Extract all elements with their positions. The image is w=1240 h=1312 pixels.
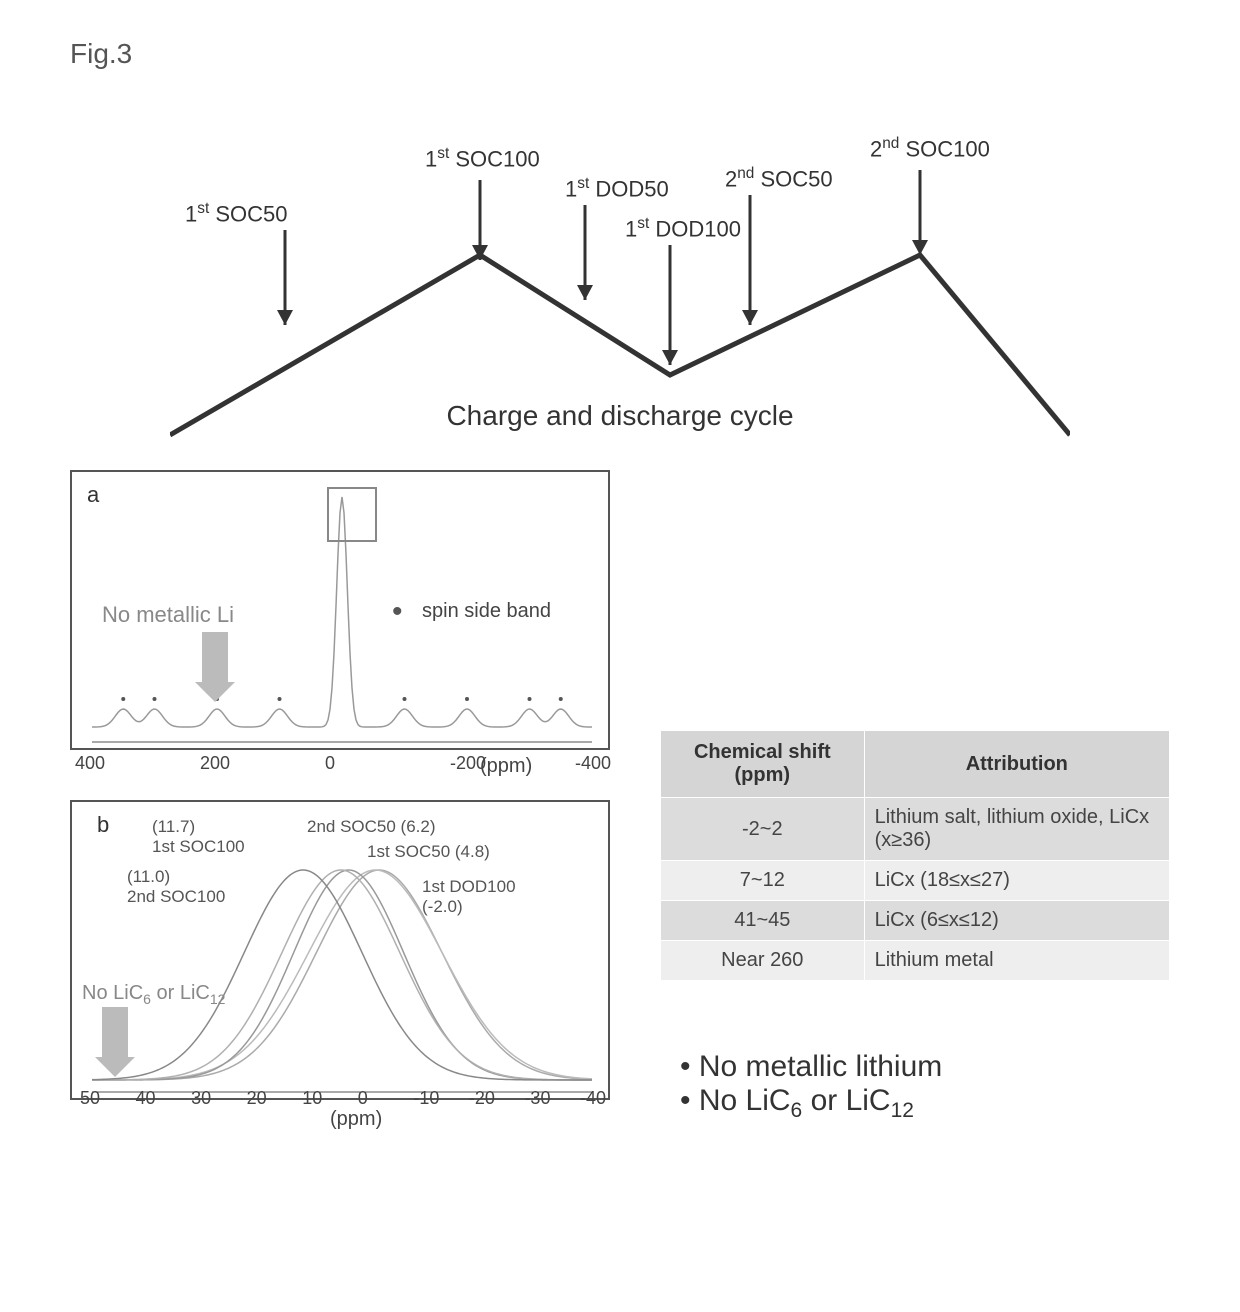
cell-shift: 7~12 bbox=[661, 861, 865, 901]
chart-a-tick: 200 bbox=[200, 753, 230, 774]
table-row: -2~2Lithium salt, lithium oxide, LiCx (x… bbox=[661, 798, 1170, 861]
table-header-shift: Chemical shift (ppm) bbox=[661, 731, 865, 798]
chart-b-tick: 50 bbox=[80, 1088, 100, 1109]
chart-b-tick: -40 bbox=[580, 1088, 606, 1109]
cell-shift: -2~2 bbox=[661, 798, 865, 861]
cycle-label-soc100_2: 2nd SOC100 bbox=[870, 135, 990, 162]
table-row: Near 260Lithium metal bbox=[661, 941, 1170, 981]
spin-dot-icon: • bbox=[392, 607, 403, 617]
chart-b-annot-a5: 1st DOD100(-2.0) bbox=[422, 877, 516, 917]
chemical-shift-table: Chemical shift (ppm) Attribution -2~2Lit… bbox=[660, 730, 1170, 981]
bullet-item: No metallic lithium bbox=[680, 1050, 942, 1084]
cycle-label-dod100_1: 1st DOD100 bbox=[625, 215, 741, 242]
cell-shift: 41~45 bbox=[661, 901, 865, 941]
summary-bullets: No metallic lithium No LiC6 or LiC12 bbox=[680, 1050, 942, 1123]
chart-panel-a: a No metallic Li • spin side band bbox=[70, 470, 610, 750]
cycle-label-dod50_1: 1st DOD50 bbox=[565, 175, 669, 202]
chart-b-annot-a3: (11.0)2nd SOC100 bbox=[127, 867, 225, 907]
grey-arrow-icon bbox=[102, 1007, 135, 1077]
spin-side-band-label: spin side band bbox=[422, 600, 551, 623]
charts-column: a No metallic Li • spin side band 400 200… bbox=[70, 470, 630, 1100]
chart-panel-b: b (11.7)1st SOC100 2nd SOC50 (6.2) (11.0)2… bbox=[70, 800, 610, 1100]
table-header-attrib: Attribution bbox=[864, 731, 1169, 798]
chart-b-tick: -20 bbox=[469, 1088, 495, 1109]
chart-b-annot-a1: (11.7)1st SOC100 bbox=[152, 817, 245, 857]
chart-b-tick: 40 bbox=[136, 1088, 156, 1109]
chart-b-tick: 0 bbox=[358, 1088, 368, 1109]
chart-a-tick: 0 bbox=[325, 753, 335, 774]
cycle-diagram: 1st SOC50 1st SOC100 1st DOD50 1st DOD100 2n… bbox=[170, 95, 1070, 395]
chart-b-tick: 30 bbox=[191, 1088, 211, 1109]
cell-attrib: LiCx (18≤x≤27) bbox=[864, 861, 1169, 901]
grey-arrow-icon bbox=[202, 632, 235, 702]
cycle-label-soc50_1: 1st SOC50 bbox=[185, 200, 288, 227]
cell-attrib: LiCx (6≤x≤12) bbox=[864, 901, 1169, 941]
bullet-item: No LiC6 or LiC12 bbox=[680, 1084, 942, 1123]
cell-shift: Near 260 bbox=[661, 941, 865, 981]
no-lic-label: No LiC6 or LiC12 bbox=[82, 982, 225, 1007]
inset-box bbox=[327, 487, 377, 542]
panel-b-label: b bbox=[97, 812, 109, 838]
cell-attrib: Lithium salt, lithium oxide, LiCx (x≥36) bbox=[864, 798, 1169, 861]
cycle-label-soc50_2: 2nd SOC50 bbox=[725, 165, 833, 192]
chart-b-tick: 10 bbox=[302, 1088, 322, 1109]
table-row: 7~12LiCx (18≤x≤27) bbox=[661, 861, 1170, 901]
chart-b-tick: -30 bbox=[524, 1088, 550, 1109]
cycle-label-soc100_1: 1st SOC100 bbox=[425, 145, 540, 172]
attribution-table: Chemical shift (ppm) Attribution -2~2Lit… bbox=[660, 730, 1170, 981]
chart-a-tick: 400 bbox=[75, 753, 105, 774]
chart-a-xlabel: (ppm) bbox=[480, 755, 532, 778]
panel-a-label: a bbox=[87, 482, 99, 508]
chart-b-tick: 20 bbox=[247, 1088, 267, 1109]
chart-b-tick: -10 bbox=[413, 1088, 439, 1109]
chart-a-tick: -400 bbox=[575, 753, 611, 774]
no-metallic-li-label: No metallic Li bbox=[102, 602, 234, 628]
cell-attrib: Lithium metal bbox=[864, 941, 1169, 981]
cycle-caption: Charge and discharge cycle bbox=[0, 400, 1240, 432]
chart-b-xlabel: (ppm) bbox=[330, 1108, 382, 1131]
figure-label: Fig.3 bbox=[70, 38, 132, 70]
chart-b-annot-a4: 1st SOC50 (4.8) bbox=[367, 842, 490, 862]
chart-b-annot-a2: 2nd SOC50 (6.2) bbox=[307, 817, 436, 837]
table-row: 41~45LiCx (6≤x≤12) bbox=[661, 901, 1170, 941]
